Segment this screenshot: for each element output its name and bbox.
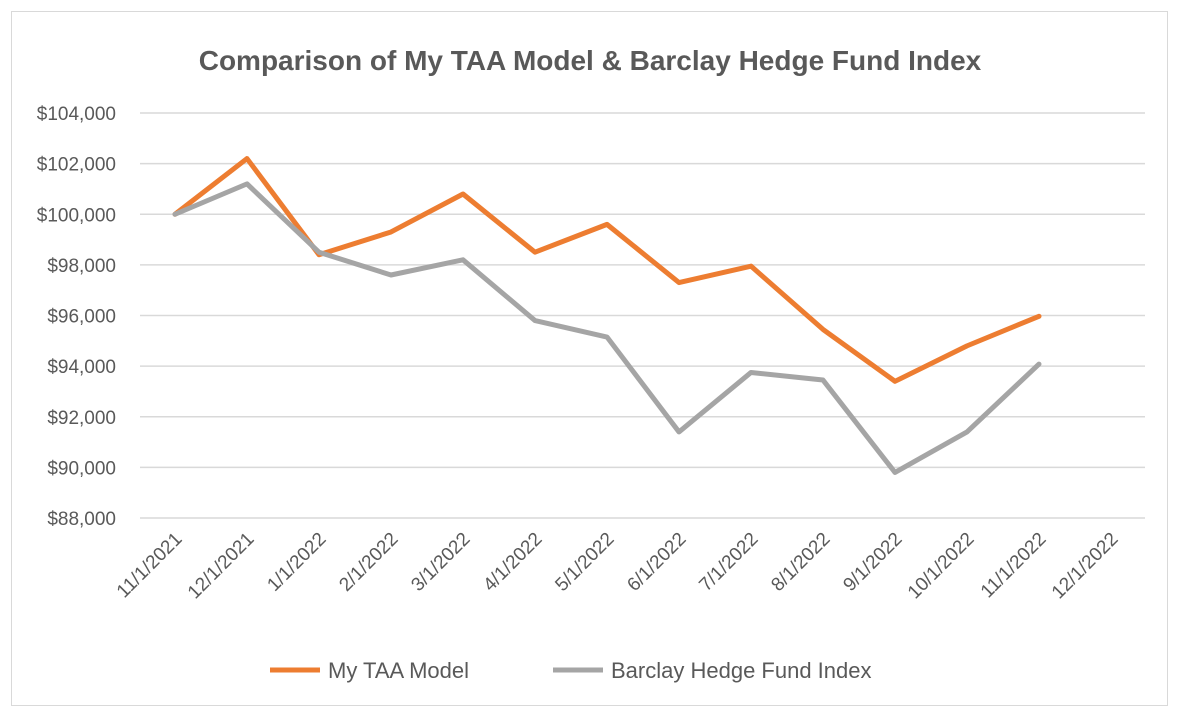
y-tick-label: $98,000 [47, 256, 116, 277]
x-tick-label: 3/1/2022 [407, 529, 474, 596]
series-line-0 [172, 156, 1042, 384]
x-tick-label: 12/1/2021 [184, 529, 259, 604]
y-tick-label: $94,000 [47, 357, 116, 378]
legend-label: My TAA Model [328, 658, 469, 683]
x-tick-label: 2/1/2022 [335, 529, 402, 596]
y-tick-label: $104,000 [37, 104, 116, 125]
x-tick-label: 12/1/2022 [1048, 529, 1123, 604]
y-tick-label: $96,000 [47, 307, 116, 328]
x-tick-label: 5/1/2022 [551, 529, 618, 596]
x-tick-label: 10/1/2022 [904, 529, 979, 604]
x-tick-label: 8/1/2022 [767, 529, 834, 596]
y-tick-label: $90,000 [47, 458, 116, 479]
x-tick-label: 11/1/2021 [113, 529, 187, 603]
y-tick-label: $88,000 [47, 509, 116, 530]
x-tick-label: 7/1/2022 [695, 529, 762, 596]
x-tick-label: 9/1/2022 [839, 529, 906, 596]
y-tick-label: $92,000 [47, 408, 116, 429]
x-tick-label: 4/1/2022 [479, 529, 546, 596]
legend-label: Barclay Hedge Fund Index [611, 658, 872, 683]
x-tick-label: 1/1/2022 [263, 529, 330, 596]
y-tick-label: $100,000 [37, 205, 116, 226]
x-tick-label: 6/1/2022 [623, 529, 690, 596]
y-tick-label: $102,000 [37, 155, 116, 176]
chart-frame [11, 11, 1168, 706]
x-tick-label: 11/1/2022 [977, 529, 1051, 603]
chart-title: Comparison of My TAA Model & Barclay Hed… [199, 45, 982, 76]
